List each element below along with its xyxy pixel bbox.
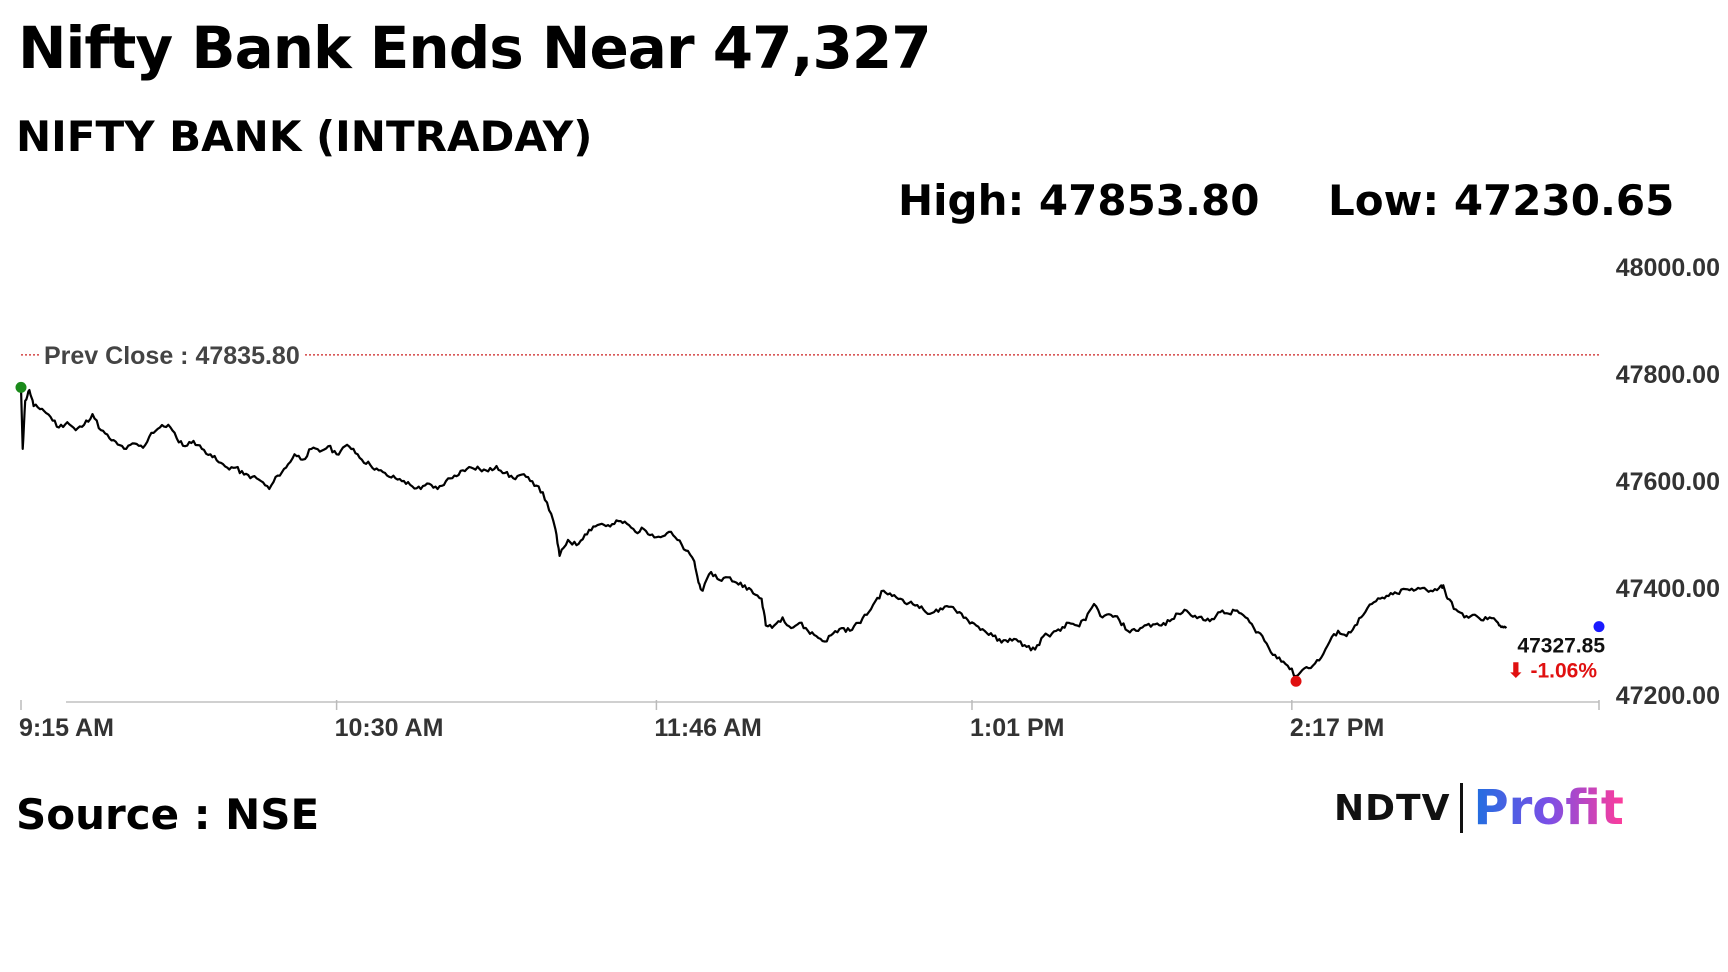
logo-ndtv-text: NDTV bbox=[1334, 787, 1451, 829]
chart-subtitle: NIFTY BANK (INTRADAY) bbox=[16, 112, 593, 161]
last-price-marker bbox=[1593, 621, 1605, 633]
source-label: Source : NSE bbox=[16, 790, 320, 839]
day-low-marker bbox=[1290, 675, 1302, 687]
open-marker bbox=[15, 381, 27, 393]
price-series-line bbox=[19, 387, 1508, 678]
y-tick-label: 47800.00 bbox=[1616, 361, 1720, 389]
y-tick-label: 47600.00 bbox=[1616, 468, 1720, 496]
y-tick-label: 47200.00 bbox=[1616, 682, 1720, 710]
prev-close-label: Prev Close : 47835.80 bbox=[44, 342, 300, 370]
x-tick-label: 9:15 AM bbox=[19, 714, 114, 742]
ndtv-profit-logo: NDTV Profit bbox=[1334, 778, 1624, 838]
y-tick-label: 47400.00 bbox=[1616, 575, 1720, 603]
low-stat: Low: 47230.65 bbox=[1328, 176, 1675, 225]
logo-profit-text: Profit bbox=[1473, 780, 1624, 836]
change-percent-label: ⬇ -1.06% bbox=[1507, 660, 1597, 683]
high-stat: High: 47853.80 bbox=[898, 176, 1260, 225]
last-price-label: 47327.85 bbox=[1517, 635, 1605, 658]
headline: Nifty Bank Ends Near 47,327 bbox=[18, 14, 932, 82]
logo-divider bbox=[1460, 783, 1464, 833]
y-axis-ticks: 48000.00 47800.00 47600.00 47400.00 47200.00 bbox=[1616, 254, 1720, 710]
x-tick-label: 10:30 AM bbox=[335, 714, 444, 742]
x-tick-label: 2:17 PM bbox=[1290, 714, 1384, 742]
x-tick-label: 11:46 AM bbox=[654, 714, 761, 742]
x-axis-ticks: 9:15 AM 10:30 AM 11:46 AM 1:01 PM 2:17 PM bbox=[19, 700, 1600, 742]
y-tick-label: 48000.00 bbox=[1616, 254, 1720, 282]
x-tick-label: 1:01 PM bbox=[970, 714, 1064, 742]
